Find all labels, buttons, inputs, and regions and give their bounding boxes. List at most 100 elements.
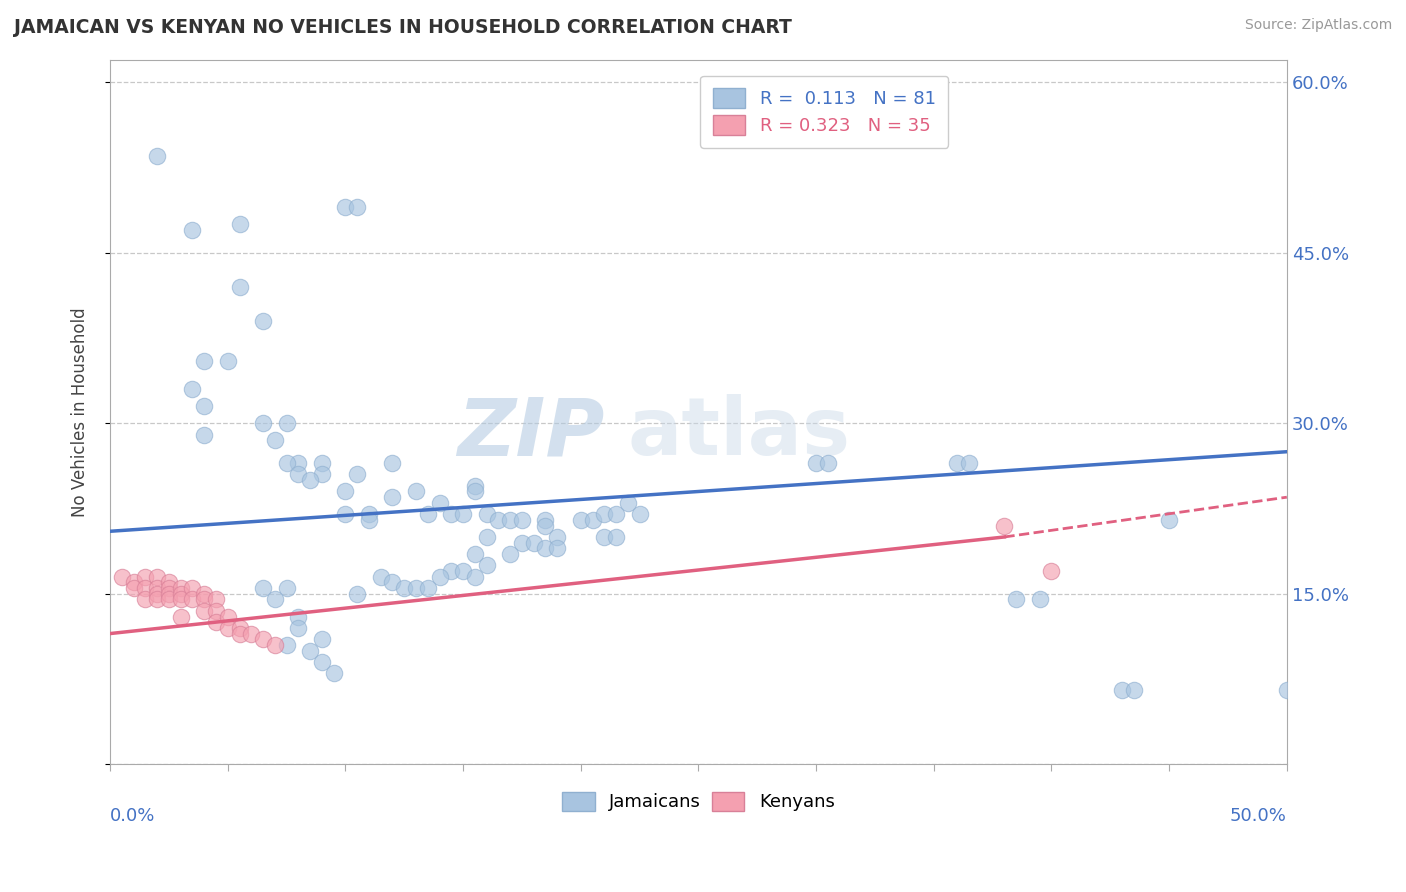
Point <box>311 632 333 647</box>
Point <box>357 507 380 521</box>
Point <box>193 399 215 413</box>
Point <box>311 467 333 482</box>
Point <box>1159 513 1181 527</box>
Point <box>311 456 333 470</box>
Point <box>346 587 368 601</box>
Point <box>593 507 616 521</box>
Point <box>181 382 204 396</box>
Point <box>193 587 215 601</box>
Text: 50.0%: 50.0% <box>1230 806 1286 824</box>
Point <box>287 467 309 482</box>
Point <box>1040 564 1063 578</box>
Point <box>475 558 498 573</box>
Point <box>1288 683 1310 698</box>
Point <box>146 149 169 163</box>
Point <box>416 581 439 595</box>
Y-axis label: No Vehicles in Household: No Vehicles in Household <box>72 307 89 516</box>
Point <box>475 507 498 521</box>
Point <box>346 467 368 482</box>
Point <box>134 570 156 584</box>
Point <box>193 427 215 442</box>
Point <box>335 200 357 214</box>
Point <box>1122 683 1144 698</box>
Point <box>287 609 309 624</box>
Point <box>205 604 228 618</box>
Point <box>817 456 839 470</box>
Point <box>181 223 204 237</box>
Point <box>146 570 169 584</box>
Point <box>486 513 509 527</box>
Point <box>157 581 180 595</box>
Point <box>134 592 156 607</box>
Point <box>405 581 427 595</box>
Point <box>311 655 333 669</box>
Point <box>263 638 285 652</box>
Point <box>1275 683 1298 698</box>
Point <box>170 592 193 607</box>
Point <box>464 484 486 499</box>
Point <box>394 581 416 595</box>
Point <box>263 434 285 448</box>
Point <box>946 456 969 470</box>
Text: Source: ZipAtlas.com: Source: ZipAtlas.com <box>1244 18 1392 32</box>
Point <box>122 581 145 595</box>
Point <box>499 547 522 561</box>
Point <box>546 530 568 544</box>
Point <box>252 417 274 431</box>
Point <box>276 638 298 652</box>
Legend: Jamaicans, Kenyans: Jamaicans, Kenyans <box>555 784 842 819</box>
Point <box>346 200 368 214</box>
Point <box>193 592 215 607</box>
Point <box>581 513 603 527</box>
Point <box>322 666 344 681</box>
Point <box>546 541 568 556</box>
Point <box>617 496 640 510</box>
Point <box>957 456 980 470</box>
Point <box>263 592 285 607</box>
Point <box>381 575 404 590</box>
Point <box>205 615 228 630</box>
Point <box>475 530 498 544</box>
Point <box>381 456 404 470</box>
Text: 0.0%: 0.0% <box>110 806 156 824</box>
Point <box>228 621 250 635</box>
Point <box>299 643 322 657</box>
Point <box>276 456 298 470</box>
Point <box>157 575 180 590</box>
Point <box>381 490 404 504</box>
Point <box>181 592 204 607</box>
Point <box>510 535 533 549</box>
Point <box>193 604 215 618</box>
Point <box>217 353 239 368</box>
Point <box>170 581 193 595</box>
Point <box>605 507 627 521</box>
Point <box>569 513 592 527</box>
Point <box>1111 683 1133 698</box>
Point <box>252 632 274 647</box>
Point <box>429 570 451 584</box>
Point <box>357 513 380 527</box>
Point <box>228 280 250 294</box>
Point <box>534 541 557 556</box>
Point <box>628 507 651 521</box>
Point <box>299 473 322 487</box>
Point <box>240 626 263 640</box>
Text: atlas: atlas <box>628 394 851 472</box>
Point <box>252 314 274 328</box>
Point <box>464 570 486 584</box>
Point <box>804 456 827 470</box>
Point <box>146 581 169 595</box>
Point <box>405 484 427 499</box>
Point <box>370 570 392 584</box>
Point <box>451 507 474 521</box>
Point <box>170 609 193 624</box>
Point <box>111 570 134 584</box>
Text: ZIP: ZIP <box>457 394 605 472</box>
Point <box>605 530 627 544</box>
Point <box>593 530 616 544</box>
Point <box>993 518 1015 533</box>
Point <box>534 518 557 533</box>
Point <box>193 353 215 368</box>
Point <box>228 626 250 640</box>
Point <box>335 507 357 521</box>
